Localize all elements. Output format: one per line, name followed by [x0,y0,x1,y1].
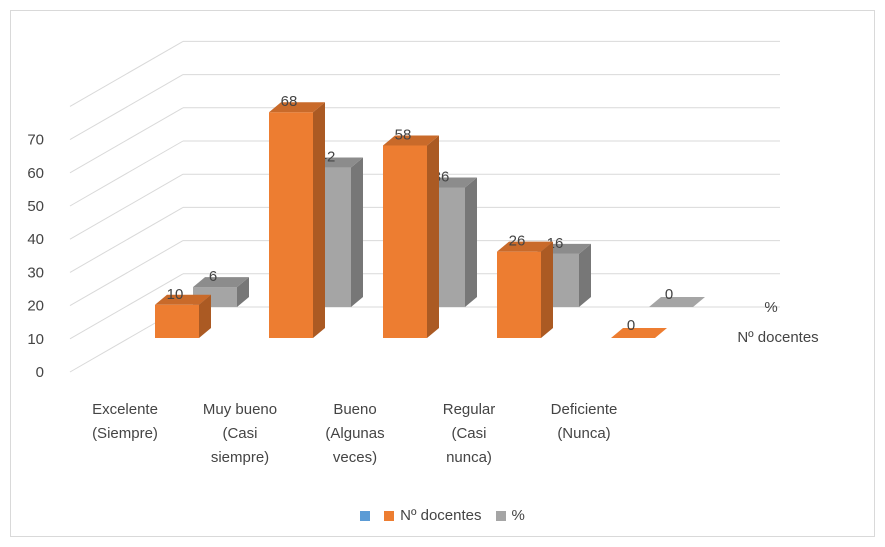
bar-docentes-top [383,135,439,146]
legend: Nº docentes % [0,507,885,524]
bar-percent-side [579,243,591,307]
legend-label-docentes: Nº docentes [400,507,482,524]
category-label: (Algunas [325,425,384,442]
data-label-percent: 6 [209,268,217,285]
category-label: Regular [443,401,496,418]
data-label-docentes: 26 [509,233,526,250]
category-label: Bueno [333,401,376,418]
bar-percent-top [649,297,705,307]
bar-docentes-front [497,251,541,338]
bar-docentes-front [269,112,313,339]
bar-docentes-top [611,328,667,338]
data-label-docentes: 0 [627,317,635,334]
y-tick-label: 0 [36,364,44,381]
bar-percent-side [465,177,477,307]
legend-label-percent: % [511,507,525,524]
bar-docentes-side [427,135,439,338]
gridline-side [69,206,184,273]
y-tick-label: 30 [27,264,44,281]
gridline-side [69,107,184,174]
legend-swatch-blank [360,510,371,521]
y-tick-label: 60 [27,165,44,182]
y-tick-label: 70 [27,132,44,149]
data-label-docentes: 68 [281,93,298,110]
bar-percent-side [237,277,249,307]
category-label: Deficiente [551,401,618,418]
category-label: (Nunca) [557,425,610,442]
legend-swatch-docentes [384,510,395,521]
data-label-docentes: 58 [395,126,412,143]
depth-label-percent: % [764,299,777,316]
category-label: nunca) [446,449,492,466]
gridline-side [69,140,184,207]
category-label: (Casi [451,425,486,442]
depth-label-docentes: Nº docentes [737,329,818,346]
data-label-percent: 0 [665,286,673,303]
legend-item-docentes: Nº docentes [384,507,482,524]
category-label: (Siempre) [92,425,158,442]
category-label: veces) [333,449,377,466]
bar-docentes-side [199,294,211,338]
category-label: Excelente [92,401,158,418]
gridline-side [69,240,184,307]
bar-percent-side [351,157,363,307]
y-tick-label: 50 [27,198,44,215]
bar-docentes-top [497,241,553,252]
legend-item-percent: % [495,507,525,524]
y-tick-label: 20 [27,298,44,315]
bar-docentes-top [269,102,325,113]
bar-docentes-front [383,145,427,338]
bar-docentes-side [313,102,325,339]
bar-percent-top [193,277,249,288]
gridline-side [69,173,184,240]
category-label: Muy bueno [203,401,277,418]
bar-docentes-side [541,241,553,338]
bar-docentes-top [155,294,211,305]
gridline-side [69,40,184,107]
bar-docentes-front [155,304,199,338]
chart-border [10,10,875,537]
y-tick-label: 10 [27,331,44,348]
gridline-side [69,273,184,340]
category-label: siempre) [211,449,269,466]
legend-swatch-percent [495,510,506,521]
category-label: (Casi [222,425,257,442]
y-tick-label: 40 [27,231,44,248]
legend-item-blank [360,510,371,521]
data-label-docentes: 10 [167,286,184,303]
gridline-side [69,74,184,141]
